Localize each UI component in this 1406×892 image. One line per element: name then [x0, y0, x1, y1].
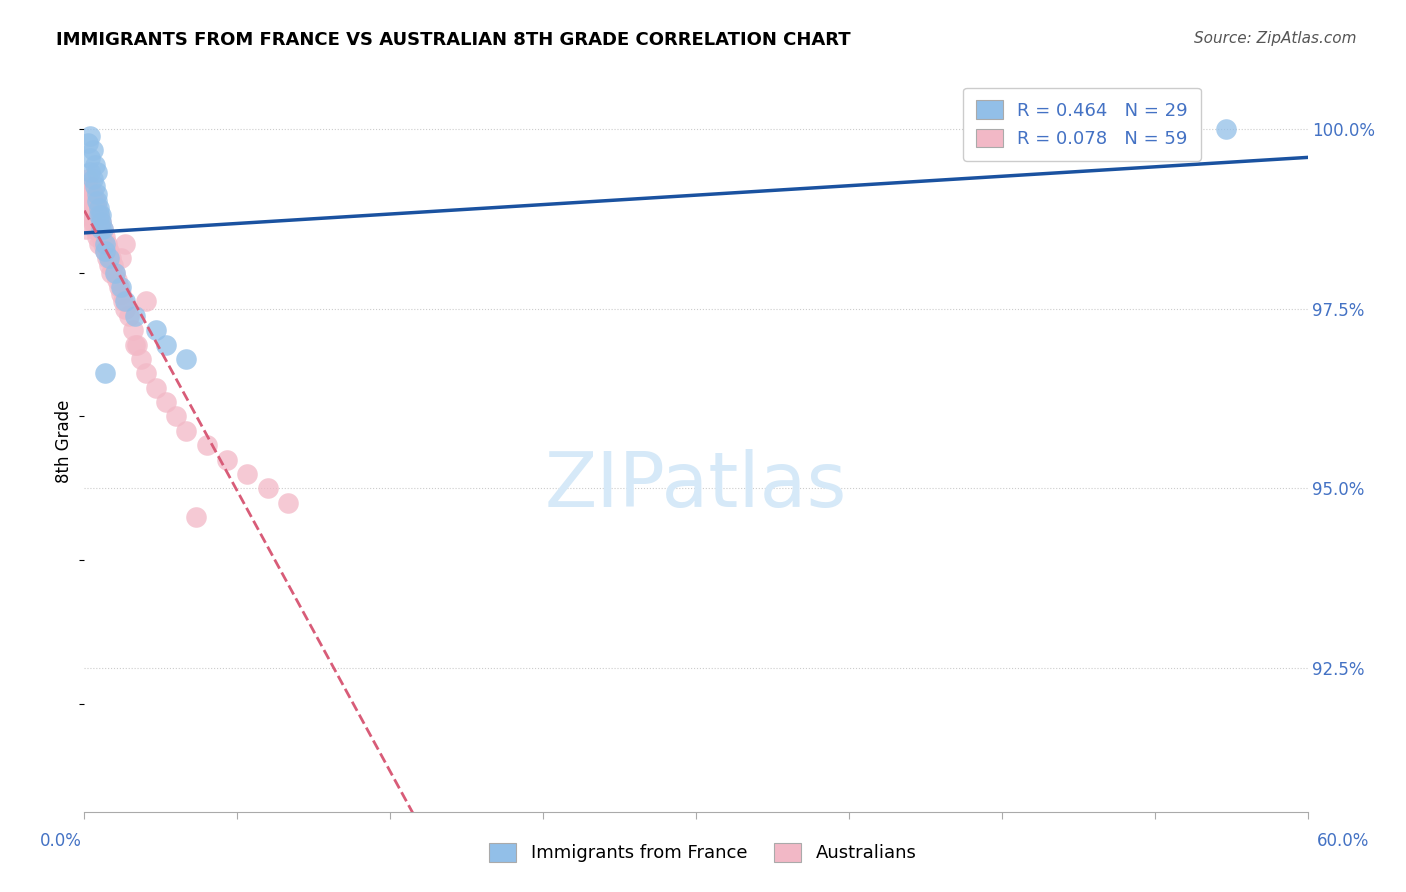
- Point: [96, 236, 118, 251]
- Point: [83, 222, 105, 236]
- Point: [75, 194, 97, 208]
- Point: [93, 236, 115, 251]
- Point: [135, 366, 157, 380]
- Point: [1215, 121, 1237, 136]
- Point: [97, 244, 120, 258]
- Point: [93, 244, 115, 258]
- Point: [90, 215, 112, 229]
- Point: [75, 222, 97, 236]
- Point: [145, 323, 167, 337]
- Point: [124, 309, 146, 323]
- Point: [118, 309, 141, 323]
- Text: Source: ZipAtlas.com: Source: ZipAtlas.com: [1194, 31, 1357, 46]
- Point: [77, 136, 100, 151]
- Point: [165, 409, 187, 424]
- Point: [87, 222, 110, 236]
- Point: [100, 266, 122, 280]
- Text: 60.0%: 60.0%: [1316, 831, 1369, 849]
- Point: [86, 229, 108, 244]
- Point: [257, 481, 280, 495]
- Point: [77, 186, 100, 201]
- Point: [86, 201, 108, 215]
- Point: [100, 252, 122, 266]
- Point: [112, 294, 135, 309]
- Legend: Immigrants from France, Australians: Immigrants from France, Australians: [482, 836, 924, 870]
- Point: [195, 438, 218, 452]
- Point: [91, 222, 114, 236]
- Point: [75, 208, 97, 222]
- Point: [155, 337, 177, 351]
- Point: [77, 172, 100, 186]
- Point: [131, 351, 153, 366]
- Point: [82, 186, 104, 201]
- Point: [86, 165, 108, 179]
- Point: [87, 208, 110, 222]
- Point: [90, 222, 112, 236]
- Point: [87, 201, 110, 215]
- Point: [82, 144, 104, 158]
- Point: [135, 294, 157, 309]
- Point: [114, 301, 136, 316]
- Point: [79, 179, 101, 194]
- Point: [110, 252, 132, 266]
- Point: [108, 280, 131, 294]
- Point: [79, 151, 101, 165]
- Point: [127, 337, 149, 351]
- Y-axis label: 8th Grade: 8th Grade: [55, 400, 73, 483]
- Point: [155, 395, 177, 409]
- Point: [97, 259, 120, 273]
- Point: [79, 194, 101, 208]
- Point: [82, 201, 104, 215]
- Point: [104, 266, 127, 280]
- Point: [83, 179, 105, 194]
- Point: [97, 252, 120, 266]
- Point: [93, 366, 115, 380]
- Text: ZIPatlas: ZIPatlas: [544, 449, 848, 523]
- Point: [83, 158, 105, 172]
- Point: [145, 381, 167, 395]
- Point: [104, 266, 127, 280]
- Point: [96, 252, 118, 266]
- Point: [122, 323, 145, 337]
- Point: [90, 208, 112, 222]
- Point: [86, 194, 108, 208]
- Point: [110, 287, 132, 301]
- Point: [174, 351, 197, 366]
- Point: [82, 172, 104, 186]
- Point: [83, 194, 105, 208]
- Point: [277, 495, 299, 509]
- Point: [90, 229, 112, 244]
- Point: [90, 215, 112, 229]
- Point: [101, 259, 124, 273]
- Point: [79, 129, 101, 144]
- Text: IMMIGRANTS FROM FRANCE VS AUSTRALIAN 8TH GRADE CORRELATION CHART: IMMIGRANTS FROM FRANCE VS AUSTRALIAN 8TH…: [56, 31, 851, 49]
- Point: [174, 424, 197, 438]
- Point: [91, 222, 114, 236]
- Point: [83, 208, 105, 222]
- Point: [86, 215, 108, 229]
- Point: [93, 244, 115, 258]
- Point: [77, 201, 100, 215]
- Point: [91, 236, 114, 251]
- Point: [87, 208, 110, 222]
- Point: [217, 452, 239, 467]
- Point: [110, 280, 132, 294]
- Point: [79, 208, 101, 222]
- Point: [105, 273, 128, 287]
- Point: [124, 337, 146, 351]
- Point: [186, 510, 208, 524]
- Point: [82, 215, 104, 229]
- Point: [236, 467, 259, 481]
- Point: [93, 229, 115, 244]
- Text: 0.0%: 0.0%: [39, 831, 82, 849]
- Point: [87, 236, 110, 251]
- Legend: R = 0.464   N = 29, R = 0.078   N = 59: R = 0.464 N = 29, R = 0.078 N = 59: [963, 87, 1201, 161]
- Point: [86, 186, 108, 201]
- Point: [114, 236, 136, 251]
- Point: [114, 294, 136, 309]
- Point: [79, 165, 101, 179]
